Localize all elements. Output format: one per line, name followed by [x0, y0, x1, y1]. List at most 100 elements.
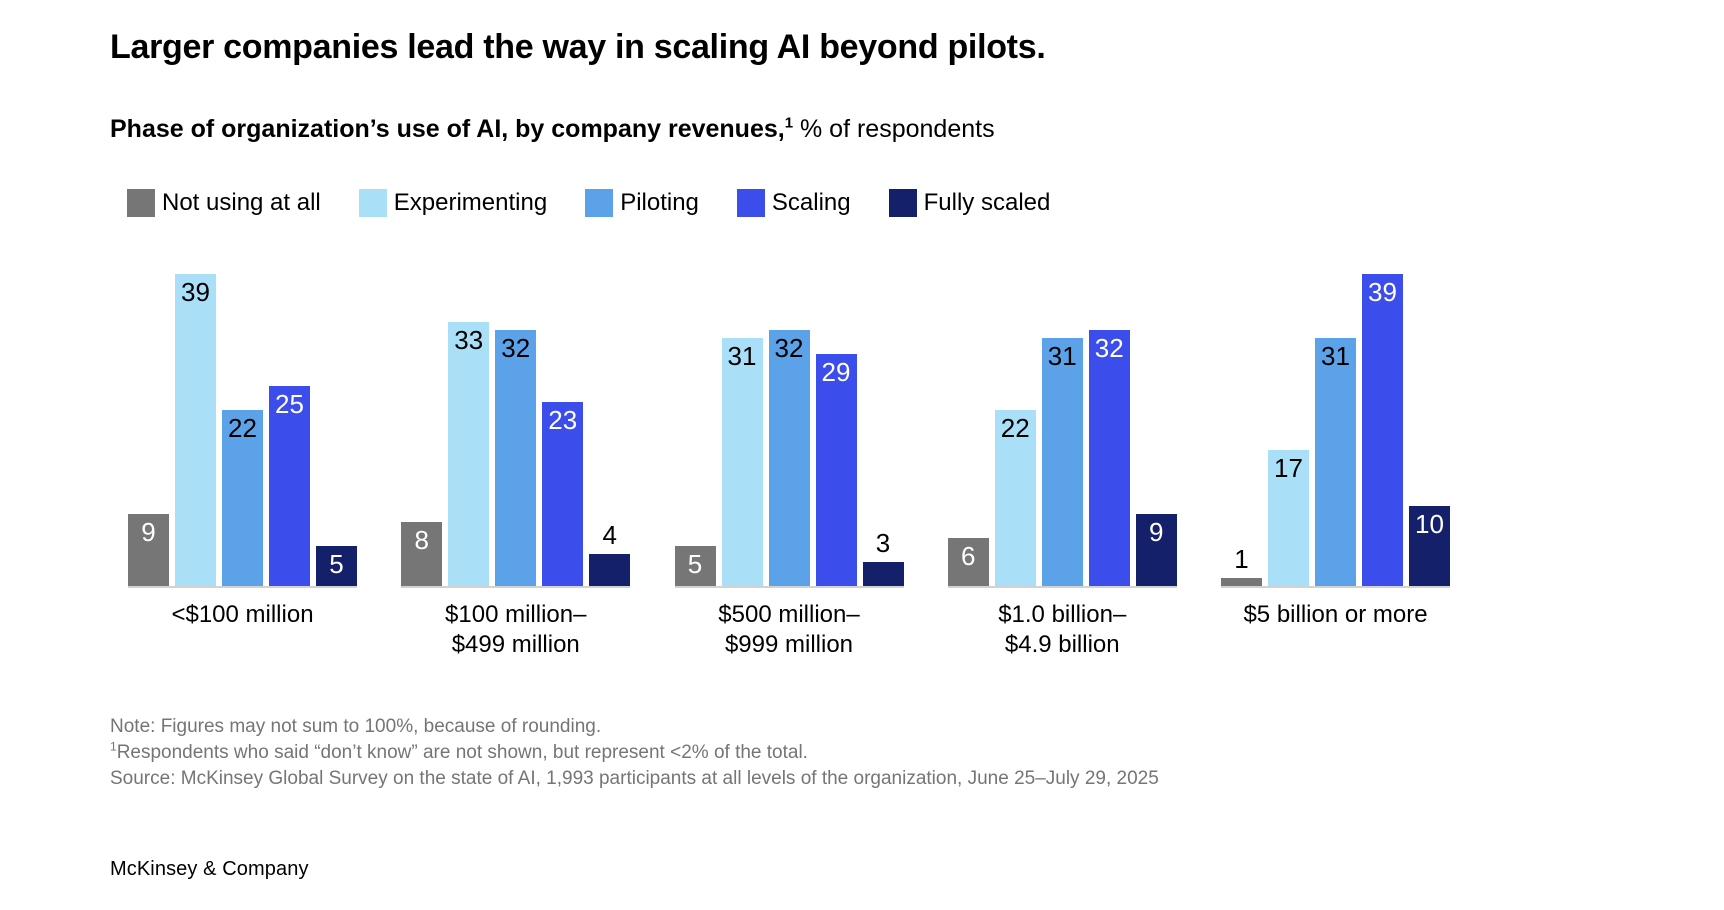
- bar-value-label: 9: [141, 516, 156, 547]
- bar-experimenting-2: 31: [721, 337, 763, 586]
- bar-row-3: 6 22 31 32 9: [947, 274, 1177, 588]
- bar-fully-scaled-4: 10: [1409, 505, 1450, 586]
- bar-value-label: 9: [1149, 516, 1164, 547]
- bar-experimenting-0: 39: [175, 273, 216, 586]
- bar-scaling-4: 39: [1362, 273, 1403, 586]
- page-title: Larger companies lead the way in scaling…: [110, 28, 1046, 66]
- bar-value-label: 5: [329, 548, 344, 579]
- chart-subtitle: Phase of organization’s use of AI, by co…: [110, 115, 1724, 144]
- footnote-2: Source: McKinsey Global Survey on the st…: [110, 766, 1724, 792]
- bar-group-2: 5 31 32 29 3 $500 million– $999 million: [674, 274, 904, 660]
- subtitle-superscript: 1: [784, 114, 794, 132]
- footnote-text: Source: McKinsey Global Survey on the st…: [110, 767, 1159, 789]
- category-label-3: $1.0 billion– $4.9 billion: [948, 600, 1177, 660]
- category-label-line: $1.0 billion–: [998, 600, 1127, 628]
- legend-swatch-experimenting: [358, 188, 387, 217]
- category-label-line: $499 million: [451, 630, 580, 658]
- bar-piloting-1: 32: [495, 329, 537, 586]
- bar-value-label: 32: [1094, 332, 1124, 363]
- bar-value-label: 33: [454, 324, 484, 355]
- bar-experimenting-1: 33: [448, 321, 490, 586]
- bar-group-0: 9 39 22 25 5 <$100 million: [128, 273, 357, 660]
- bar-row-0: 9 39 22 25 5: [128, 273, 357, 588]
- bar-scaling-0: 25: [269, 385, 310, 586]
- category-label-line: $100 million–: [445, 600, 587, 628]
- legend-label: Scaling: [771, 188, 851, 216]
- bar-value-label: 25: [275, 388, 304, 419]
- bar-scaling-2: 29: [815, 353, 857, 586]
- bar-not-using-at-all-1: 8: [401, 521, 443, 586]
- category-label-line: $5 billion or more: [1243, 600, 1428, 628]
- bar-value-label: 23: [548, 404, 578, 435]
- bar-value-label: 22: [1000, 412, 1030, 443]
- bar-value-label: 32: [501, 332, 531, 363]
- bar-fully-scaled-3: 9: [1135, 513, 1177, 586]
- category-label-line: <$100 million: [171, 600, 314, 628]
- footnote-text: Respondents who said “don’t know” are no…: [116, 741, 808, 763]
- legend-item-fully-scaled: Fully scaled: [888, 188, 1051, 217]
- bar-scaling-3: 32: [1088, 329, 1130, 586]
- bar-piloting-0: 22: [222, 409, 263, 586]
- bar-value-label: 31: [727, 340, 757, 371]
- bar-not-using-at-all-0: 9: [128, 513, 169, 586]
- bar-fully-scaled-1: 4: [589, 522, 631, 586]
- category-label-1: $100 million– $499 million: [401, 600, 630, 660]
- bar-value-label: 5: [687, 548, 703, 579]
- bar-value-label: 39: [1368, 276, 1397, 307]
- bar-row-2: 5 31 32 29 3: [674, 274, 904, 588]
- category-label-line: $999 million: [724, 630, 854, 658]
- legend-label: Piloting: [620, 188, 699, 216]
- bar-value-label: 1: [1234, 543, 1249, 574]
- legend: Not using at all Experimenting Piloting Sca…: [127, 188, 1724, 217]
- category-label-4: $5 billion or more: [1221, 600, 1450, 630]
- bar-piloting-3: 31: [1041, 337, 1083, 586]
- bar-value-label: 8: [414, 524, 429, 555]
- brand-logo: McKinsey & Company: [110, 857, 309, 880]
- bar-experimenting-4: 17: [1268, 449, 1309, 586]
- category-label-0: <$100 million: [128, 600, 357, 630]
- footnote-text: Note: Figures may not sum to 100%, becau…: [110, 715, 602, 737]
- footnote-1: 1Respondents who said “don’t know” are n…: [110, 740, 1724, 766]
- bar-fully-scaled-0: 5: [316, 545, 357, 586]
- bar-fully-scaled-2: 3: [862, 530, 904, 586]
- bar-group-4: 1 17 31 39 10 $5 billion or more: [1221, 273, 1450, 660]
- exhibit: Larger companies lead the way in scaling…: [110, 28, 1724, 880]
- category-label-line: $4.9 billion: [1004, 630, 1120, 658]
- bar-value-label: 3: [875, 527, 891, 558]
- legend-swatch-fully-scaled: [888, 188, 917, 217]
- legend-item-scaling: Scaling: [736, 188, 851, 217]
- bar-value-label: 29: [821, 356, 851, 387]
- bar-not-using-at-all-2: 5: [674, 545, 716, 586]
- bar-value-label: 10: [1415, 508, 1444, 539]
- bar-piloting-4: 31: [1315, 337, 1356, 586]
- category-label-2: $500 million– $999 million: [675, 600, 904, 660]
- bar-experimenting-3: 22: [994, 409, 1036, 586]
- bar-value-label: 31: [1321, 340, 1350, 371]
- legend-swatch-scaling: [736, 188, 765, 217]
- footnote-superscript: 1: [110, 739, 117, 754]
- bar-value-label: 39: [181, 276, 210, 307]
- legend-label: Not using at all: [162, 188, 321, 216]
- subtitle-bold: Phase of organization’s use of AI, by co…: [110, 115, 785, 144]
- legend-item-experimenting: Experimenting: [358, 188, 548, 217]
- bar-piloting-2: 32: [768, 329, 810, 586]
- legend-swatch-not-using-at-all: [127, 188, 155, 217]
- legend-swatch-piloting: [585, 188, 614, 217]
- bar-value-label: 31: [1047, 340, 1077, 371]
- bar-chart: 9 39 22 25 5 <$100 million 8 33 32 23 4 $100 millio…: [128, 273, 1450, 660]
- bar-not-using-at-all-4: 1: [1221, 546, 1262, 586]
- bar-value-label: 32: [774, 332, 804, 363]
- subtitle-rest: % of respondents: [793, 115, 995, 144]
- legend-item-not-using-at-all: Not using at all: [127, 188, 321, 217]
- legend-item-piloting: Piloting: [585, 188, 699, 217]
- footnotes: Note: Figures may not sum to 100%, becau…: [110, 714, 1724, 792]
- legend-label: Experimenting: [393, 188, 548, 216]
- bar-value-label: 4: [602, 519, 617, 550]
- bar-value-label: 17: [1274, 452, 1303, 483]
- bar-not-using-at-all-3: 6: [947, 537, 989, 586]
- legend-label: Fully scaled: [923, 188, 1051, 216]
- bar-group-3: 6 22 31 32 9 $1.0 billion– $4.9 billion: [947, 274, 1177, 660]
- bar-row-1: 8 33 32 23 4: [401, 274, 631, 588]
- bar-value-label: 22: [228, 412, 257, 443]
- category-label-line: $500 million–: [718, 600, 860, 628]
